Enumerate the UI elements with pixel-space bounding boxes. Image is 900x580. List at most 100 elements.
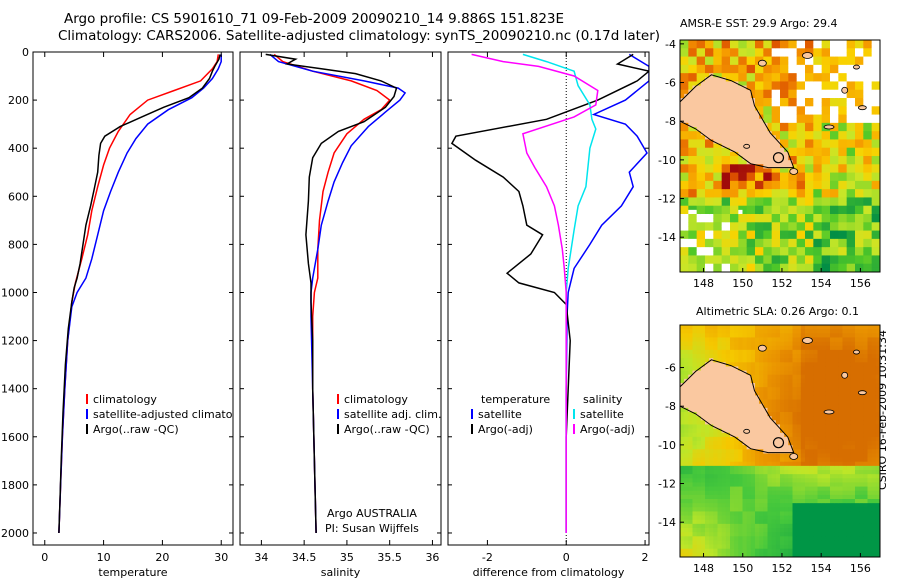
sst_map-cell: [738, 222, 743, 227]
sla_map-cell: [734, 395, 739, 400]
sla_map-cell: [800, 528, 806, 533]
sst_map-cell: [713, 110, 718, 115]
sla_map-cell: [696, 416, 702, 421]
sla_map-cell: [792, 358, 798, 363]
sst_map-cell: [850, 259, 856, 265]
sst_map-cell: [817, 147, 823, 153]
sst_map-cell: [788, 230, 793, 236]
sst_map-cell: [746, 44, 752, 49]
sla_map-cell: [700, 333, 706, 338]
sst_map-cell: [813, 205, 818, 211]
sst_map-cell: [813, 110, 818, 115]
sst_map-cell: [692, 81, 698, 86]
sla_map-cell: [725, 441, 731, 446]
sla_map-cell: [688, 457, 693, 463]
sst_map-cell: [821, 230, 827, 236]
sst_map-cell: [867, 259, 873, 265]
sla_map-cell: [717, 490, 723, 496]
sst_map-cell: [817, 263, 823, 269]
sla_map-cell: [830, 474, 835, 479]
sla_map-cell: [680, 374, 685, 380]
sst_map-cell: [705, 168, 710, 173]
sst_map-cell: [796, 164, 802, 169]
sst_map-cell: [696, 89, 702, 95]
sst_map-cell: [875, 69, 881, 74]
sst_map-cell: [709, 85, 714, 91]
sst_map-cell: [713, 180, 718, 186]
sst_map-cell: [846, 81, 852, 86]
sla_map-cell: [696, 354, 702, 359]
sst_map-cell: [867, 197, 873, 202]
sla_map-cell: [775, 511, 781, 516]
sst_map-cell: [734, 197, 739, 202]
sst_map-cell: [684, 139, 689, 144]
sst_map-cell: [800, 218, 806, 223]
sst_map-cell: [813, 122, 818, 128]
sst_map-cell: [780, 52, 785, 57]
sst_map-cell: [746, 185, 752, 190]
sst_map-cell: [680, 205, 685, 211]
sst_map-cell: [742, 263, 748, 269]
sst_map-cell: [734, 118, 739, 124]
sst_map-cell: [763, 110, 768, 115]
sst_map-cell: [813, 168, 818, 173]
sla_map-cell: [775, 391, 781, 396]
sst_map-cell: [755, 110, 760, 115]
sla_map-cell: [734, 391, 739, 396]
sla_map-cell: [692, 528, 698, 533]
sla_map-cell: [792, 329, 798, 334]
sla_map-cell: [771, 465, 777, 471]
sst_map-cell: [730, 234, 735, 240]
sst_map-cell: [705, 77, 710, 82]
sst_map-cell: [809, 135, 814, 140]
sst_map-island: [841, 86, 849, 94]
sst_map-cell: [850, 193, 856, 198]
sla_map-cell: [830, 548, 835, 554]
sla_map-cell: [738, 383, 743, 388]
sla_map-cell: [813, 345, 818, 351]
sst_map-cell: [846, 89, 852, 95]
sla_map-cell: [713, 349, 718, 355]
sst_map-cell: [821, 131, 827, 136]
sla_map-cell: [805, 383, 810, 388]
sla_map-cell: [792, 378, 798, 384]
sla_map-cell: [821, 403, 827, 409]
sst_map-cell: [688, 209, 693, 215]
sla_map-cell: [721, 366, 727, 371]
sst_map-cell: [817, 205, 823, 211]
sla_map-cell: [755, 370, 760, 376]
sst_map-cell: [867, 147, 873, 153]
sst_map-cell: [846, 73, 852, 78]
sla_map-cell: [834, 366, 839, 371]
sst_map-cell: [730, 139, 735, 144]
sst_map-cell: [792, 156, 798, 161]
sst_map-cell: [834, 110, 839, 115]
sst_map-cell: [817, 267, 823, 273]
sla_map-cell: [721, 445, 727, 450]
sst_map-cell: [750, 259, 756, 265]
sla_map-cell: [759, 457, 764, 463]
sst_map-cell: [705, 218, 710, 223]
sst_map-cell: [734, 263, 739, 269]
sst_map-cell: [825, 48, 831, 53]
sla_map-cell: [680, 424, 685, 429]
sla_map-cell: [800, 544, 806, 550]
sla_map-cell: [705, 399, 710, 405]
sst_map-cell: [692, 222, 698, 227]
sla_map-cell: [742, 523, 748, 529]
sla_map-cell: [746, 523, 752, 529]
sla_map-cell: [821, 540, 827, 545]
sla_map-cell: [771, 428, 777, 434]
sla_map-cell: [705, 378, 710, 384]
sla_map-cell: [830, 482, 835, 487]
sst_map-cell: [805, 85, 810, 91]
sst_map-cell: [875, 156, 881, 161]
sst_map-cell: [759, 201, 764, 207]
sst_map-cell: [863, 172, 868, 178]
sst_map-cell: [755, 77, 760, 82]
sst_map-cell: [746, 122, 752, 128]
sla_map-cell: [684, 486, 689, 492]
sla_map-cell: [788, 445, 793, 450]
sst_map-cell: [875, 89, 881, 95]
sla_map-cell: [713, 441, 718, 446]
